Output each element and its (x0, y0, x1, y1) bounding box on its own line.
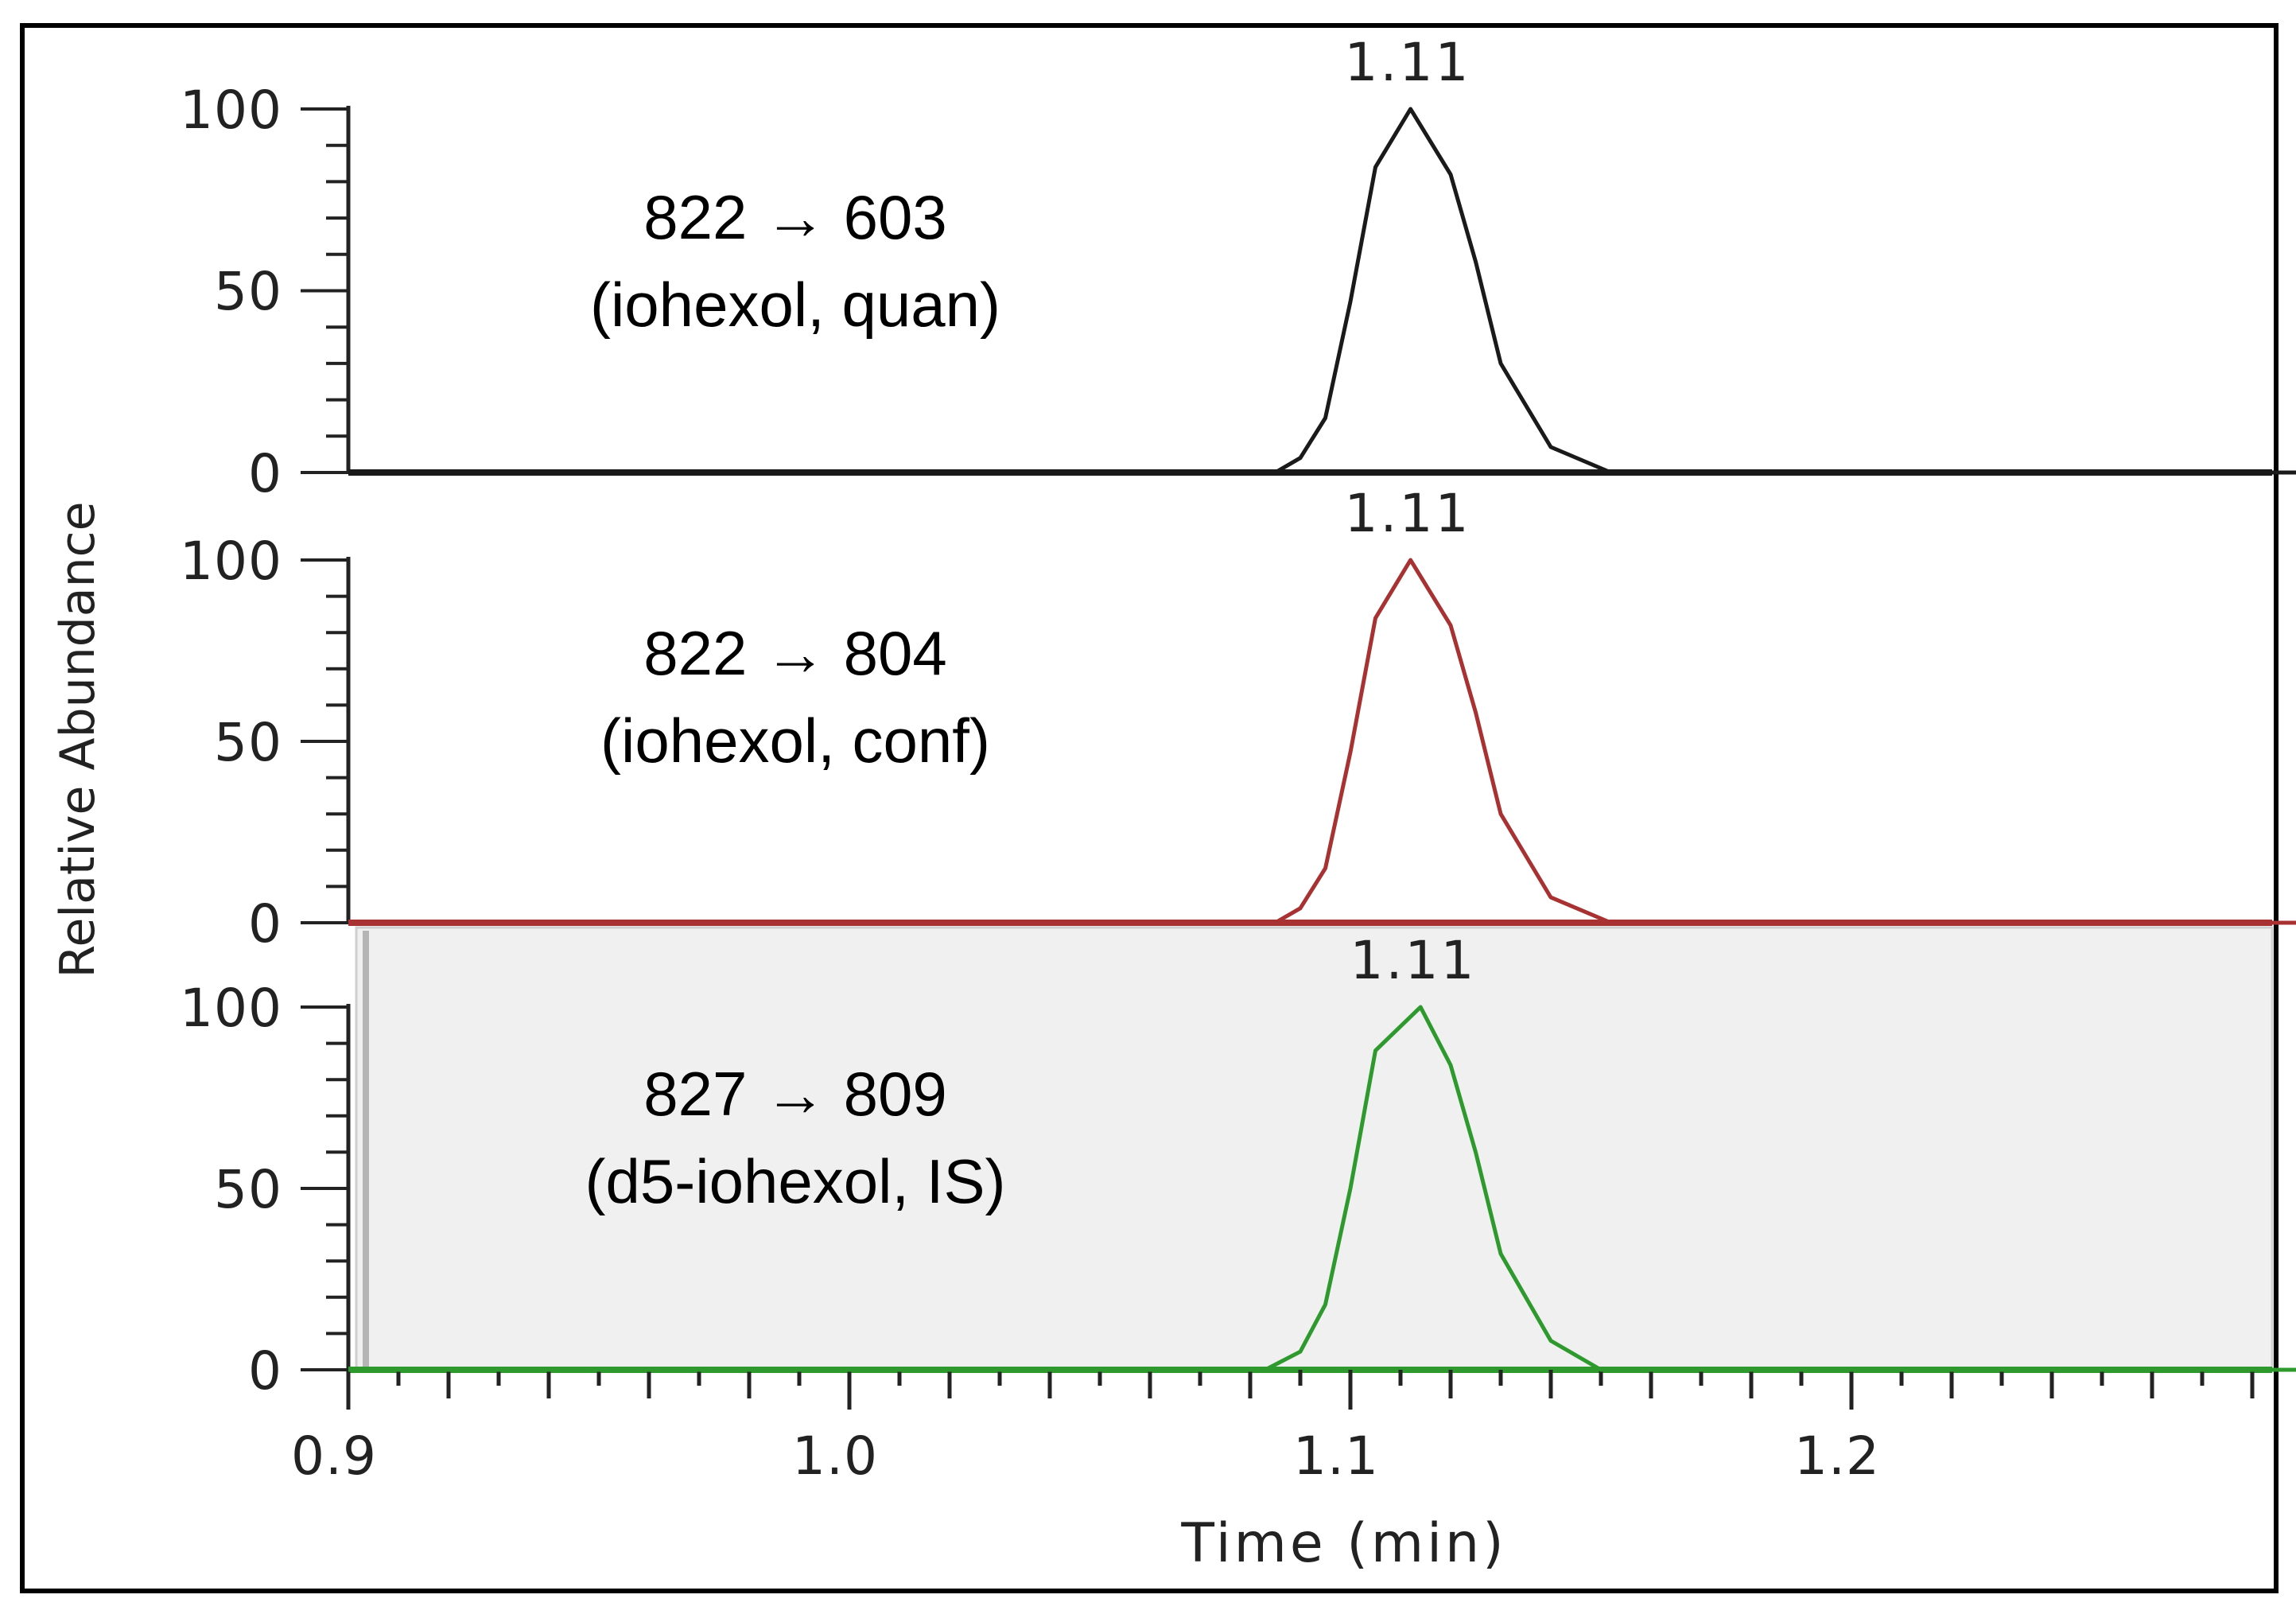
x-tick-label-1.2: 1.2 (1794, 1425, 1880, 1487)
y-tick-label-p0-100: 100 (180, 80, 282, 141)
y-axis-title: Relative Abundance (50, 501, 106, 978)
x-axis-title: Time (min) (1180, 1512, 1506, 1575)
annotation-transition-p2: 827 → 809 (643, 1059, 947, 1129)
y-tick-label-p1-0: 0 (248, 893, 282, 955)
y-tick-label-p1-100: 100 (180, 531, 282, 592)
y-tick-label-p0-0: 0 (248, 443, 282, 504)
x-tick-label-1.0: 1.0 (792, 1425, 878, 1487)
peak-label-p1: 1.11 (1345, 483, 1471, 544)
annotation-compound-p0: (iohexol, quan) (590, 270, 1000, 340)
x-tick-label-0.9: 0.9 (291, 1425, 377, 1487)
y-tick-label-p2-0: 0 (248, 1340, 282, 1402)
y-tick-label-p1-50: 50 (214, 712, 282, 773)
y-tick-label-p2-100: 100 (180, 978, 282, 1039)
peak-label-p0: 1.11 (1345, 32, 1471, 93)
trace-p0 (348, 107, 2296, 475)
annotation-transition-p1: 822 → 804 (643, 618, 947, 688)
trace-p2 (348, 1005, 2296, 1372)
x-tick-label-1.1: 1.1 (1293, 1425, 1379, 1487)
annotation-transition-p0: 822 → 603 (643, 182, 947, 252)
y-tick-label-p2-50: 50 (214, 1159, 282, 1220)
peak-label-p2: 1.11 (1350, 930, 1477, 991)
annotation-compound-p2: (d5-iohexol, IS) (585, 1146, 1006, 1216)
trace-p1 (348, 558, 2296, 925)
annotation-compound-p1: (iohexol, conf) (600, 706, 990, 776)
y-tick-label-p0-50: 50 (214, 261, 282, 322)
panel-background-p2 (355, 926, 2274, 1371)
